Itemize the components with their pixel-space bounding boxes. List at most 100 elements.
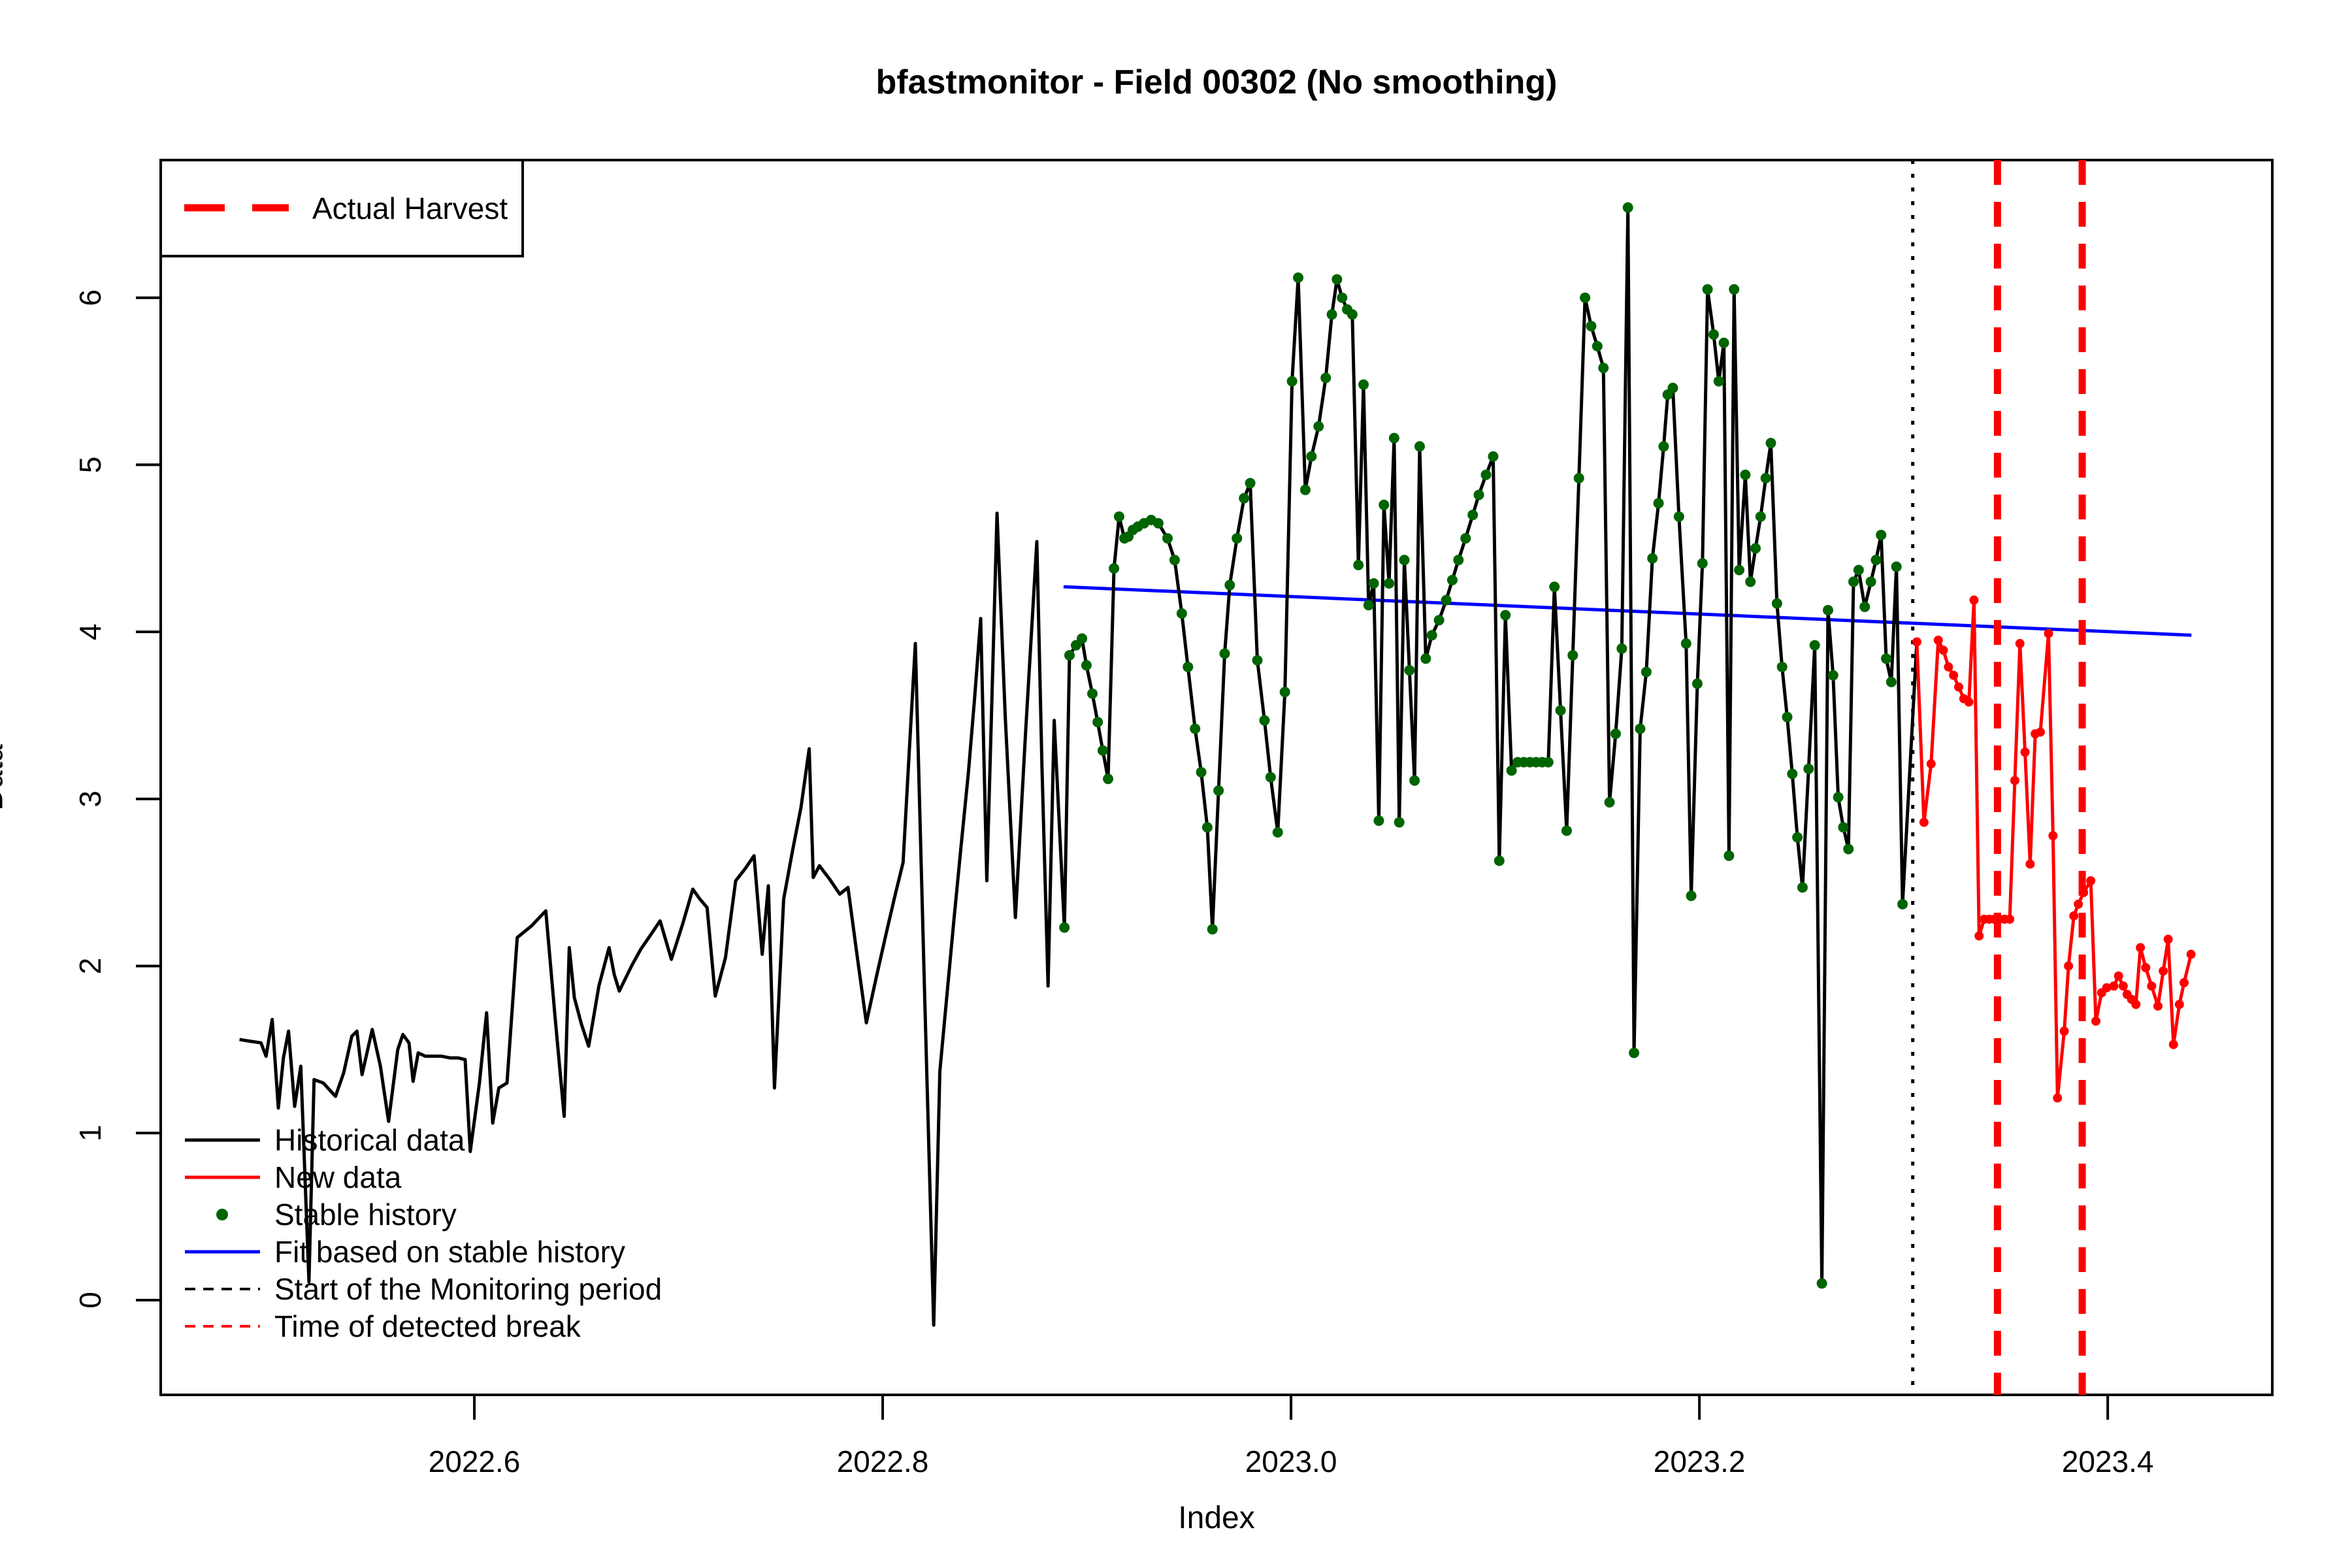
stable-history-point bbox=[1580, 292, 1591, 303]
new-data-point bbox=[1944, 662, 1953, 672]
stable-history-point bbox=[1414, 441, 1425, 452]
stable-history-point bbox=[1224, 580, 1235, 591]
new-data-point bbox=[1938, 645, 1948, 655]
legend-item-label: Stable history bbox=[274, 1198, 457, 1232]
stable-history-point bbox=[1086, 688, 1098, 699]
stable-history-point bbox=[1673, 511, 1684, 522]
stable-history-point bbox=[1702, 284, 1713, 295]
y-tick-label: 5 bbox=[73, 457, 107, 474]
stable-history-point bbox=[1176, 608, 1187, 619]
stable-history-point bbox=[1822, 604, 1833, 615]
stable-history-point bbox=[1616, 643, 1627, 654]
new-data-point bbox=[1933, 635, 1943, 645]
new-data-point bbox=[2118, 981, 2128, 991]
stable-history-point bbox=[1426, 630, 1437, 641]
stable-history-point bbox=[1183, 661, 1194, 672]
y-tick-label: 2 bbox=[73, 958, 107, 975]
stable-history-point bbox=[1441, 595, 1452, 606]
new-data-point bbox=[2163, 934, 2173, 944]
stable-history-point bbox=[1109, 563, 1120, 574]
new-data-point bbox=[2179, 978, 2189, 988]
stable-history-point bbox=[1635, 723, 1646, 734]
new-data-point bbox=[1964, 697, 1974, 707]
new-data-point bbox=[2069, 911, 2079, 921]
x-tick-label: 2023.2 bbox=[1654, 1445, 1746, 1478]
legend-item-label: Start of the Monitoring period bbox=[274, 1272, 662, 1306]
stable-history-point bbox=[1347, 309, 1358, 320]
stable-history-point bbox=[1680, 638, 1691, 649]
stable-history-point bbox=[1838, 822, 1849, 833]
new-data-point bbox=[2025, 859, 2035, 869]
new-data-point bbox=[2174, 1000, 2184, 1009]
new-data-point bbox=[2064, 961, 2074, 971]
stable-history-point bbox=[1573, 472, 1584, 483]
stable-history-point bbox=[1740, 469, 1751, 480]
legend-item-label: Historical data bbox=[274, 1123, 465, 1157]
stable-history-point bbox=[1353, 559, 1364, 570]
new-data-point bbox=[2074, 899, 2083, 909]
x-tick-label: 2022.6 bbox=[429, 1445, 521, 1478]
stable-history-point bbox=[1697, 558, 1708, 569]
stable-history-point bbox=[1272, 827, 1283, 838]
y-tick-label: 1 bbox=[73, 1124, 107, 1141]
stable-history-point bbox=[1103, 774, 1114, 785]
stable-history-point bbox=[1881, 653, 1892, 664]
stable-history-point bbox=[1081, 660, 1092, 671]
stable-history-point bbox=[1549, 581, 1560, 593]
stable-history-point bbox=[1755, 511, 1766, 522]
stable-history-point bbox=[1453, 555, 1464, 566]
stable-history-point bbox=[1718, 337, 1729, 348]
stable-history-point bbox=[1567, 649, 1578, 661]
stable-history-point bbox=[1729, 284, 1740, 295]
stable-history-point bbox=[1070, 640, 1081, 651]
legend-item-label: Fit based on stable history bbox=[274, 1235, 625, 1269]
new-data-point bbox=[2059, 1026, 2069, 1036]
new-data-point bbox=[2086, 876, 2096, 886]
x-tick-label: 2022.8 bbox=[837, 1445, 929, 1478]
stable-history-point bbox=[1190, 723, 1201, 734]
stable-history-point bbox=[1252, 655, 1263, 666]
stable-history-point bbox=[1843, 843, 1854, 855]
historical-series bbox=[239, 206, 1919, 1327]
stable-history-point bbox=[1622, 202, 1633, 213]
x-axis-label: Index bbox=[1178, 1501, 1255, 1535]
stable-history-point bbox=[1816, 1278, 1827, 1289]
new-data-point bbox=[2147, 981, 2157, 991]
stable-history-point bbox=[1543, 757, 1554, 768]
stable-history-point bbox=[1446, 574, 1458, 585]
stable-history-point bbox=[1299, 484, 1311, 495]
stable-history-point bbox=[1629, 1047, 1640, 1058]
stable-history-point bbox=[1213, 785, 1224, 796]
stable-history-point bbox=[1460, 532, 1471, 544]
x-tick-label: 2023.4 bbox=[2062, 1445, 2154, 1478]
stable-history-point bbox=[1420, 653, 1431, 664]
stable-history-point bbox=[1404, 664, 1415, 676]
stable-history-point bbox=[1331, 274, 1343, 285]
stable-history-point bbox=[1723, 850, 1735, 861]
stable-history-point bbox=[1561, 825, 1572, 836]
stable-history-point bbox=[1782, 711, 1793, 723]
y-tick-label: 4 bbox=[73, 623, 107, 640]
legend-sample-stable-point bbox=[216, 1209, 228, 1220]
stable-history-point bbox=[1809, 640, 1820, 651]
new-data-point bbox=[2048, 831, 2058, 841]
stable-history-point bbox=[1734, 564, 1745, 576]
y-tick-label: 6 bbox=[73, 289, 107, 306]
stable-history-point bbox=[1239, 493, 1250, 504]
y-tick-label: 3 bbox=[73, 791, 107, 808]
stable-history-point bbox=[1368, 578, 1379, 589]
stable-history-point bbox=[1610, 728, 1621, 740]
stable-history-point bbox=[1745, 576, 1756, 587]
stable-history-point bbox=[1473, 489, 1484, 500]
stable-history-point bbox=[1113, 511, 1124, 522]
stable-history-point bbox=[1388, 433, 1399, 444]
stable-history-point bbox=[1750, 543, 1761, 554]
stable-history-point bbox=[1776, 661, 1788, 672]
stable-history-point bbox=[1787, 768, 1798, 779]
new-data-point bbox=[1953, 682, 1963, 692]
stable-history-point bbox=[1399, 555, 1410, 566]
stable-history-point bbox=[1196, 766, 1207, 777]
stable-history-point bbox=[1653, 498, 1664, 509]
stable-history-point bbox=[1373, 815, 1384, 826]
